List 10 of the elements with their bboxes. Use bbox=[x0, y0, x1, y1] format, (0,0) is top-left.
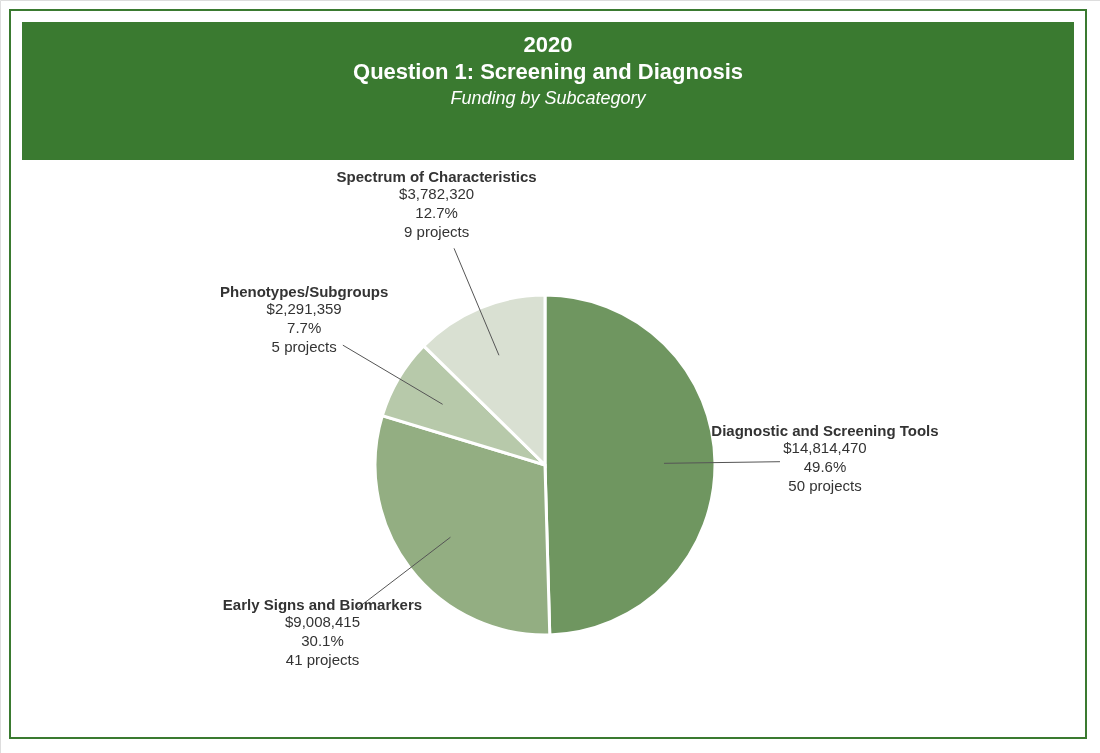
data-label: $2,291,359 7.7% 5 projects bbox=[266, 300, 342, 356]
data-label: $9,008,415 30.1% 41 projects bbox=[284, 612, 361, 668]
slice-label: Spectrum of Characteristics bbox=[336, 167, 537, 185]
chart-subtitle: Funding by Subcategory bbox=[450, 88, 647, 108]
data-label: $3,782,320 12.7% 9 projects bbox=[399, 184, 475, 240]
data-label: $14,814,470 49.6% 50 projects bbox=[783, 439, 867, 495]
chart-title: 2020 Question 1: Screening and Diagnosis bbox=[353, 32, 743, 84]
slice-label: Diagnostic and Screening Tools bbox=[711, 422, 939, 440]
slice-label: Phenotypes/Subgroups bbox=[219, 283, 389, 301]
slice-label: Early Signs and Biomarkers bbox=[222, 595, 423, 613]
